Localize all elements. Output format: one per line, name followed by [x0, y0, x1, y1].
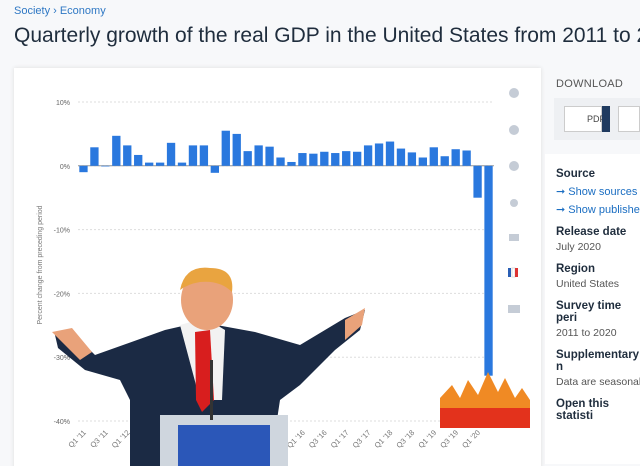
bar	[451, 149, 460, 166]
bell-icon[interactable]	[509, 125, 519, 135]
bar	[385, 141, 395, 166]
survey-heading: Survey time peri	[556, 300, 622, 324]
bar	[363, 145, 373, 166]
bar	[90, 147, 99, 166]
meme-overlay	[52, 267, 530, 466]
bar	[462, 150, 471, 166]
face	[181, 270, 233, 330]
cite-icon[interactable]	[509, 234, 519, 241]
share-icon[interactable]	[510, 199, 518, 207]
bar	[79, 165, 88, 173]
y-tick-label: -10%	[54, 228, 70, 235]
open-link[interactable]: Open this statisti	[556, 398, 610, 422]
star-icon[interactable]	[509, 88, 519, 98]
bar	[210, 165, 220, 173]
settings-icon[interactable]	[509, 161, 519, 171]
info-panel: Source ➞ Show sources in ➞ Show publishe…	[545, 154, 640, 464]
flag-icon[interactable]	[508, 268, 511, 277]
bar	[407, 152, 417, 166]
bar	[243, 151, 252, 166]
bar	[254, 145, 263, 166]
pdf-dropdown[interactable]	[602, 106, 610, 132]
bar	[134, 154, 143, 166]
y-tick-label: -40%	[54, 419, 70, 426]
bar	[166, 142, 176, 166]
microphone	[210, 360, 213, 420]
pdf-button[interactable]: PDF	[564, 106, 605, 132]
download-box: PDF	[554, 98, 640, 140]
region-heading: Region	[556, 263, 595, 275]
bar	[265, 146, 274, 166]
bar	[177, 162, 187, 166]
bar	[484, 165, 493, 376]
bar	[112, 135, 121, 166]
flag-icon-right	[515, 268, 518, 277]
bar	[144, 162, 154, 166]
bar	[352, 151, 362, 166]
bar	[418, 157, 428, 166]
y-axis-label: Percent change from preceding period	[37, 205, 44, 324]
link-text[interactable]: Show publisher	[568, 204, 640, 216]
flames-base	[440, 408, 530, 428]
bar	[101, 165, 110, 167]
bar	[232, 133, 241, 166]
y-tick-label: -20%	[54, 291, 70, 298]
bar	[331, 153, 340, 166]
region-value: United States	[556, 278, 620, 290]
tool-icons	[500, 80, 528, 313]
tie	[195, 330, 214, 412]
survey-value: 2011 to 2020	[556, 327, 617, 339]
bar	[123, 145, 132, 166]
bar	[188, 145, 198, 166]
notes-value: Data are seasonally	[556, 376, 640, 388]
bar	[287, 161, 296, 166]
release-value: July 2020	[556, 241, 601, 253]
y-tick-label: 10%	[56, 100, 70, 107]
bar	[298, 153, 307, 166]
bar	[276, 157, 285, 166]
publisher-link[interactable]: ➞ Show publisher	[556, 203, 640, 216]
link-text[interactable]: Show sources in	[568, 186, 640, 198]
bar	[199, 145, 209, 166]
sidebar: DOWNLOAD PDF Source ➞ Show sources in ➞ …	[545, 68, 640, 466]
page-title: Quarterly growth of the real GDP in the …	[14, 24, 640, 47]
release-heading: Release date	[556, 226, 627, 238]
bar	[473, 165, 482, 198]
source-heading: Source	[556, 168, 595, 180]
download-heading: DOWNLOAD	[556, 78, 624, 90]
breadcrumb[interactable]: Society › Economy	[14, 5, 106, 17]
bar	[396, 148, 406, 166]
notes-heading: Supplementary n	[556, 349, 640, 373]
bar	[440, 156, 449, 166]
icon-bar	[500, 80, 528, 290]
hair	[180, 267, 233, 292]
podium-front	[178, 425, 270, 466]
print-icon[interactable]	[508, 305, 520, 313]
xls-button[interactable]	[618, 106, 640, 132]
y-tick-label: 0%	[60, 164, 70, 171]
y-tick-label: -30%	[54, 355, 70, 362]
bar	[429, 147, 438, 166]
source-link[interactable]: ➞ Show sources in	[556, 185, 640, 198]
bar	[342, 151, 351, 166]
bar	[309, 153, 318, 166]
bar	[155, 162, 165, 166]
bar	[221, 130, 230, 166]
bar	[320, 151, 329, 166]
bar	[374, 143, 384, 166]
hands	[52, 308, 365, 360]
